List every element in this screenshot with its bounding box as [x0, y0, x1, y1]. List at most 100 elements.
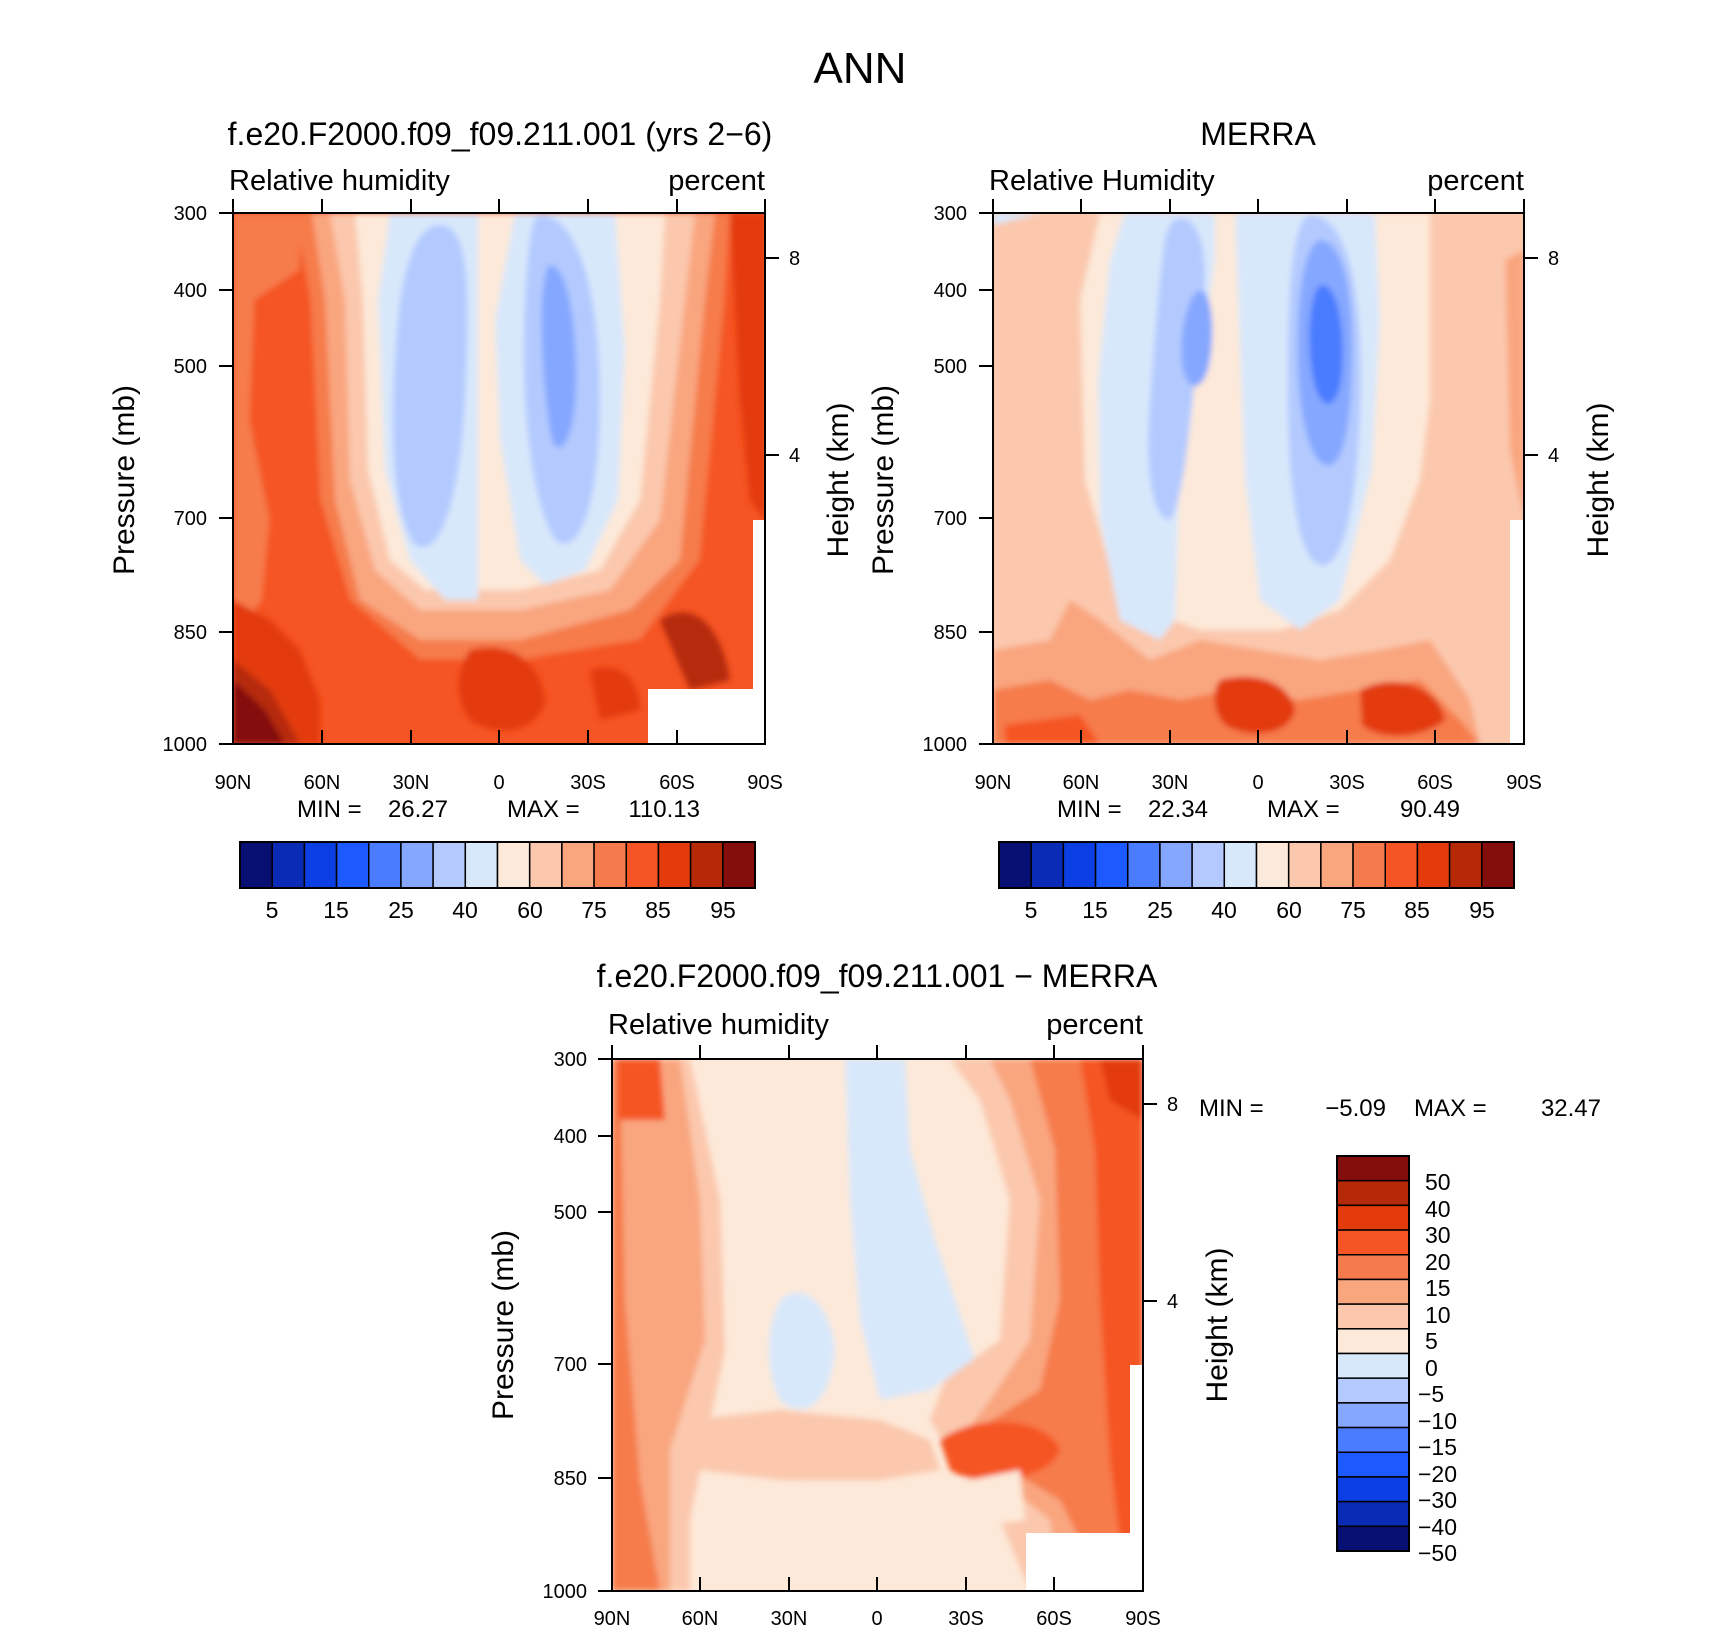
y2-ticks: 8 4 [765, 248, 800, 467]
colorbar-label: 95 [710, 897, 736, 923]
y-ticks: 300 400 500 700 850 1000 [543, 1049, 612, 1603]
colorbar-cell [1416, 841, 1451, 889]
contour-fill [940, 1421, 1060, 1481]
colorbar-label: 95 [1469, 897, 1495, 923]
contour-fill [1309, 285, 1343, 404]
x-tick-label: 90N [975, 772, 1012, 794]
max-value: 32.47 [1541, 1095, 1601, 1122]
panel-difference: f.e20.F2000.f09_f09.211.001 − MERRA Rela… [487, 958, 1601, 1630]
colorbar-cell [1336, 1179, 1410, 1207]
right-label: percent [1427, 165, 1524, 197]
colorbar-cells [1336, 1155, 1410, 1552]
colorbar-cell [496, 841, 531, 889]
x-tick-label: 30S [948, 1608, 984, 1630]
x-tick-label: 60S [1417, 772, 1453, 794]
contour-fill [1214, 676, 1295, 734]
contour-fill [1080, 1059, 1143, 1540]
y-tick-label: 400 [174, 280, 207, 302]
y-tick-label: 400 [934, 280, 967, 302]
colorbar-cell [561, 841, 595, 889]
colorbar-label: −10 [1418, 1408, 1457, 1434]
colorbar-label: −30 [1418, 1487, 1457, 1513]
colorbar-cell [271, 841, 306, 889]
min-value: −5.09 [1325, 1095, 1386, 1122]
x-tick-label: 30N [393, 772, 430, 794]
colorbar-label: 25 [1147, 897, 1173, 923]
x-tick-label: 0 [1252, 772, 1263, 794]
x-tick-label: 90S [1125, 1608, 1161, 1630]
colorbar-model: 5 15 25 40 60 75 85 95 [239, 841, 756, 923]
x-ticks: 90N 60N 30N 0 30S 60S 90S [215, 199, 783, 794]
x-tick-label: 60N [1063, 772, 1100, 794]
x-tick-label: 0 [493, 772, 504, 794]
x-tick-label: 60N [682, 1608, 719, 1630]
colorbar-cell [689, 841, 724, 889]
y-tick-label: 400 [554, 1126, 587, 1148]
colorbar-label: 75 [581, 897, 607, 923]
colorbar-cell [1223, 841, 1258, 889]
colorbar-cell [1336, 1303, 1410, 1330]
y2-tick-label: 8 [1548, 248, 1559, 270]
y-tick-label: 300 [554, 1049, 587, 1071]
colorbar-label: 60 [1276, 897, 1302, 923]
y-tick-label: 700 [554, 1354, 587, 1376]
contour-field [612, 1059, 1143, 1591]
colorbar-cell [1336, 1451, 1410, 1478]
contour-fill [233, 680, 285, 744]
colorbar-cell [1448, 841, 1483, 889]
x-tick-label: 0 [871, 1608, 882, 1630]
colorbar-cell [593, 841, 627, 889]
min-label: MIN = [1199, 1095, 1264, 1122]
colorbar-difference: 50 40 30 20 15 10 5 0 −5 −10 −15 −20 −30… [1336, 1155, 1457, 1566]
contour-fill [612, 1059, 660, 1591]
y-tick-label: 700 [934, 508, 967, 530]
colorbar-cell [1336, 1377, 1410, 1404]
min-value: 26.27 [388, 796, 448, 823]
x-ticks: 90N 60N 30N 0 30S 60S 90S [594, 1045, 1161, 1630]
left-label: Relative Humidity [989, 165, 1215, 197]
y-tick-label: 850 [174, 622, 207, 644]
y-tick-label: 1000 [923, 734, 968, 756]
x-tick-label: 30S [1329, 772, 1365, 794]
contour-fill [993, 213, 1040, 225]
colorbar-cell [1352, 841, 1386, 889]
colorbar-label: 85 [645, 897, 671, 923]
colorbar-cell [722, 841, 756, 889]
colorbar-label: 15 [1082, 897, 1108, 923]
colorbar-cell [400, 841, 434, 889]
y2-axis-label: Height (km) [1582, 402, 1615, 557]
contour-fill [1505, 250, 1524, 520]
max-value: 90.49 [1400, 796, 1460, 823]
missing-data [1026, 1533, 1143, 1591]
colorbar-cells [239, 841, 756, 889]
colorbar-cell [1336, 1254, 1410, 1281]
x-tick-label: 30S [570, 772, 606, 794]
x-tick-label: 60S [659, 772, 695, 794]
y-tick-label: 700 [174, 508, 207, 530]
colorbar-label: −40 [1418, 1514, 1457, 1540]
y-ticks: 300 400 500 700 850 1000 [923, 203, 993, 756]
left-label: Relative humidity [229, 165, 450, 197]
contour-fill [458, 647, 545, 731]
colorbar-cell [1336, 1352, 1410, 1379]
contour-fill [700, 1470, 1025, 1530]
max-value: 110.13 [628, 796, 700, 823]
colorbar-cell [1336, 1229, 1410, 1256]
colorbar-cell [1287, 841, 1322, 889]
min-label: MIN = [297, 796, 362, 823]
colorbar-label: 15 [1425, 1275, 1451, 1301]
contour-fill [233, 213, 300, 640]
panel-model: f.e20.F2000.f09_f09.211.001 (yrs 2−6) Re… [108, 116, 855, 923]
colorbar-label: 75 [1340, 897, 1366, 923]
colorbar-cell [1191, 841, 1226, 889]
contour-fill [1360, 681, 1445, 736]
colorbar-label: 40 [1425, 1196, 1451, 1222]
x-tick-label: 90S [747, 772, 783, 794]
left-label: Relative humidity [608, 1009, 829, 1041]
right-label: percent [668, 165, 765, 197]
x-ticks: 90N 60N 30N 0 30S 60S 90S [975, 199, 1542, 794]
colorbar-cell [432, 841, 467, 889]
colorbar-label: 40 [452, 897, 478, 923]
max-label: MAX = [1414, 1095, 1487, 1122]
colorbar-label: 20 [1425, 1249, 1451, 1275]
